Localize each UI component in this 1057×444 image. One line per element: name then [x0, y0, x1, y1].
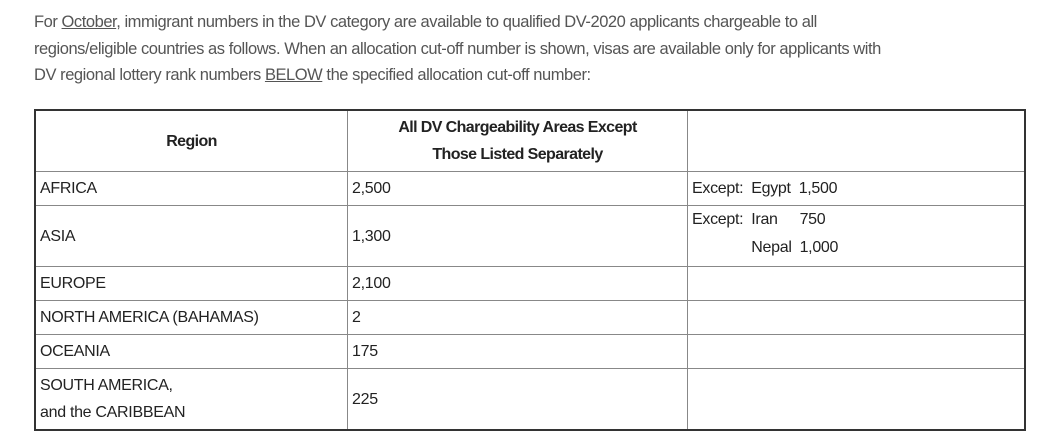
header-region: Region: [34, 109, 348, 172]
header-exceptions: [687, 109, 1026, 172]
intro-line: DV regional lottery rank numbers BELOW t…: [34, 66, 591, 84]
table-row: EUROPE 2,100: [34, 266, 1026, 301]
intro-line: regions/eligible countries as follows. W…: [34, 39, 881, 58]
value-cell: 175: [347, 334, 688, 369]
value-cell: 2,100: [347, 266, 688, 301]
header-all-areas: All DV Chargeability Areas Except Those L…: [347, 109, 688, 172]
region-cell: AFRICA: [34, 171, 348, 206]
dv-cutoff-table: Region All DV Chargeability Areas Except…: [34, 109, 1026, 431]
table-header-row: Region All DV Chargeability Areas Except…: [34, 109, 1026, 172]
table-row: NORTH AMERICA (BAHAMAS) 2: [34, 300, 1026, 335]
intro-line: For October, immigrant numbers in the DV…: [34, 13, 817, 31]
table-row: SOUTH AMERICA, and the CARIBBEAN 225: [34, 368, 1026, 431]
exceptions-cell: [687, 334, 1026, 369]
table-row: ASIA 1,300 Except: Iran 750 Nepal 1,000: [34, 205, 1026, 267]
exceptions-cell: Except: Egypt 1,500: [687, 171, 1026, 206]
region-cell: EUROPE: [34, 266, 348, 301]
exceptions-cell: [687, 300, 1026, 335]
october-link[interactable]: October: [61, 13, 117, 31]
region-cell: SOUTH AMERICA, and the CARIBBEAN: [34, 368, 348, 431]
value-cell: 225: [347, 368, 688, 431]
value-cell: 2: [347, 300, 688, 335]
below-emphasis: BELOW: [264, 66, 323, 84]
value-cell: 1,300: [347, 205, 688, 267]
region-cell: ASIA: [34, 205, 348, 267]
value-cell: 2,500: [347, 171, 688, 206]
exceptions-cell: [687, 368, 1026, 431]
exceptions-cell: Except: Iran 750 Nepal 1,000: [687, 205, 1026, 267]
exceptions-cell: [687, 266, 1026, 301]
region-cell: NORTH AMERICA (BAHAMAS): [34, 300, 348, 335]
table-row: OCEANIA 175: [34, 334, 1026, 369]
region-cell: OCEANIA: [34, 334, 348, 369]
intro-paragraph: For October, immigrant numbers in the DV…: [34, 9, 1044, 89]
table-row: AFRICA 2,500 Except: Egypt 1,500: [34, 171, 1026, 206]
